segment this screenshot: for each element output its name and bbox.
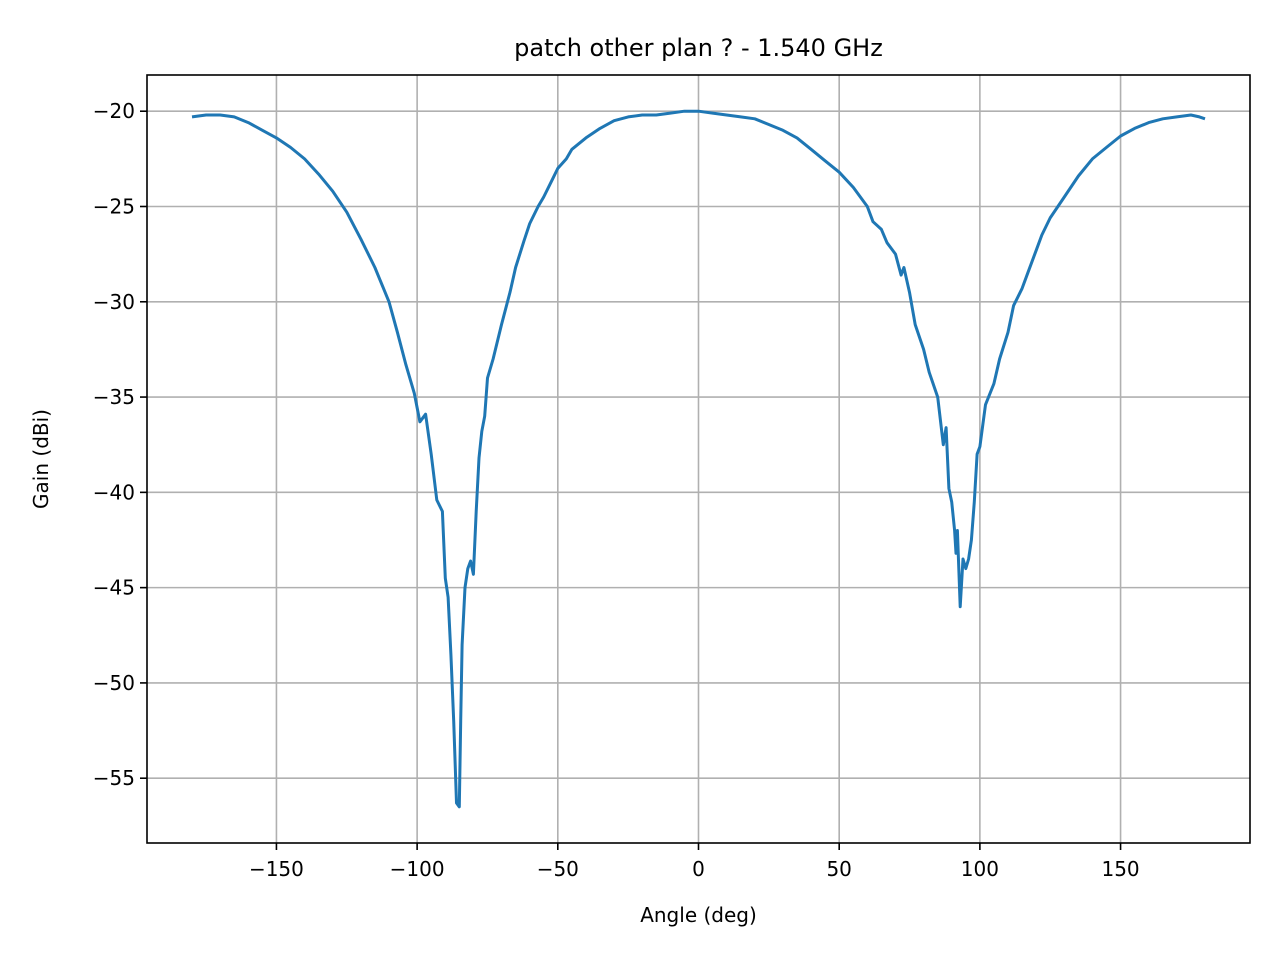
x-tick-label: −150 [249,857,304,881]
x-tick-label: 50 [826,857,851,881]
x-axis-label: Angle (deg) [640,903,757,927]
gain-series-line [191,109,1206,809]
chart-title: patch other plan ? - 1.540 GHz [514,34,883,62]
y-tick-label: −35 [93,385,135,409]
x-tick-label: −100 [390,857,445,881]
y-tick-label: −55 [93,766,135,790]
y-tick-label: −25 [93,194,135,218]
x-tick-label: 100 [961,857,999,881]
y-axis-label: Gain (dBi) [29,409,53,509]
y-tick-label: −40 [93,480,135,504]
plot-area [191,109,1206,809]
y-tick-label: −20 [93,99,135,123]
y-tick-label: −45 [93,576,135,600]
x-tick-label: −50 [537,857,579,881]
y-tick-label: −30 [93,290,135,314]
ticks: −150 −100 −50 0 50 100 150 −20 −25 −30 −35 −40 −45 −5… [93,99,1140,881]
x-tick-label: 150 [1101,857,1139,881]
x-tick-label: 0 [692,857,705,881]
y-tick-label: −50 [93,671,135,695]
grid [147,75,1250,843]
